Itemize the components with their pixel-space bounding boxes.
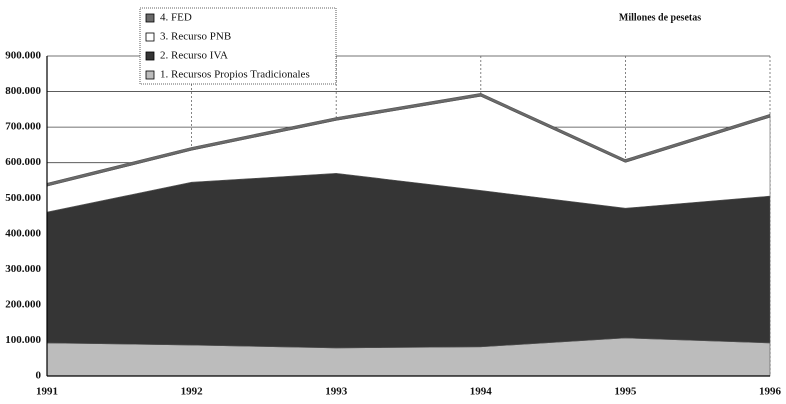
legend-label: 3. Recurso PNB <box>160 31 231 43</box>
y-tick-label: 600.000 <box>5 156 41 168</box>
chart-subtitle: Millones de pesetas <box>619 12 701 23</box>
legend: 4. FED 3. Recurso PNB 2. Recurso IVA 1. Rec… <box>139 7 337 85</box>
x-tick-label: 1995 <box>614 386 637 398</box>
legend-label: 1. Recursos Propios Tradicionales <box>160 69 310 81</box>
legend-swatch <box>145 70 155 80</box>
y-tick-label: 0 <box>36 370 42 382</box>
y-tick-label: 900.000 <box>5 50 41 62</box>
y-tick-label: 100.000 <box>5 334 41 346</box>
x-tick-label: 1993 <box>325 386 348 398</box>
area <box>46 93 771 187</box>
y-tick-label: 200.000 <box>5 298 41 310</box>
y-tick-label: 400.000 <box>5 227 41 239</box>
x-tick-label: 1991 <box>36 386 58 398</box>
legend-box <box>139 7 337 85</box>
legend-label: 4. FED <box>160 12 192 24</box>
x-tick-label: 1994 <box>470 386 493 398</box>
y-tick-label: 700.000 <box>5 121 41 133</box>
legend-swatch <box>145 32 155 42</box>
legend-label: 2. Recurso IVA <box>160 50 228 62</box>
x-tick-label: 1992 <box>181 386 204 398</box>
legend-swatch <box>145 13 155 23</box>
legend-swatch <box>145 51 155 61</box>
y-tick-label: 800.000 <box>5 85 41 97</box>
y-tick-label: 300.000 <box>5 263 41 275</box>
x-tick-label: 1996 <box>759 386 782 398</box>
y-tick-label: 500.000 <box>5 192 41 204</box>
